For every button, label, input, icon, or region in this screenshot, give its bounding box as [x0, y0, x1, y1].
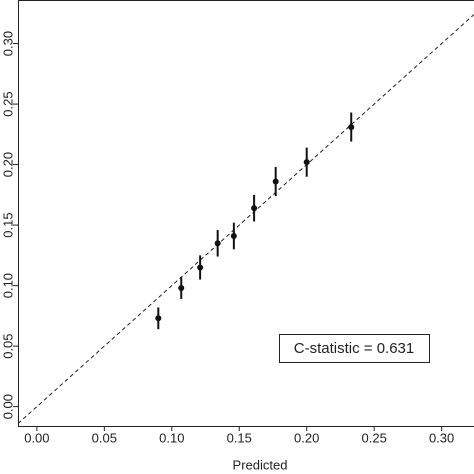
y-tick-label: 0.10 [0, 273, 15, 298]
y-tick-label: 0.15 [0, 212, 15, 237]
point [272, 178, 279, 185]
point [348, 124, 355, 131]
y-tick-label: 0.05 [0, 333, 15, 358]
annotation-box [279, 334, 430, 363]
x-tick-label: 0.25 [362, 430, 387, 445]
point [251, 205, 258, 212]
point [214, 240, 221, 247]
x-tick-label: 0.30 [429, 430, 454, 445]
x-tick-label: 0.10 [159, 430, 184, 445]
x-axis-label: Predicted [233, 457, 288, 472]
plot-frame [18, 0, 474, 427]
annotation: C-statistic = 0.631 [294, 340, 414, 357]
y-tick-label: 0.20 [0, 152, 15, 177]
point [230, 232, 237, 239]
point [303, 159, 310, 166]
y-tick-label: 0.00 [0, 394, 15, 419]
point [197, 264, 204, 271]
y-tick-label: 0.25 [0, 91, 15, 116]
x-tick-label: 0.20 [294, 430, 319, 445]
x-tick-label: 0.15 [227, 430, 252, 445]
y-tick-label: 0.30 [0, 31, 15, 56]
x-tick-label: 0.05 [92, 430, 117, 445]
point [155, 315, 162, 322]
x-tick-label: 0.00 [24, 430, 49, 445]
point [178, 285, 185, 292]
